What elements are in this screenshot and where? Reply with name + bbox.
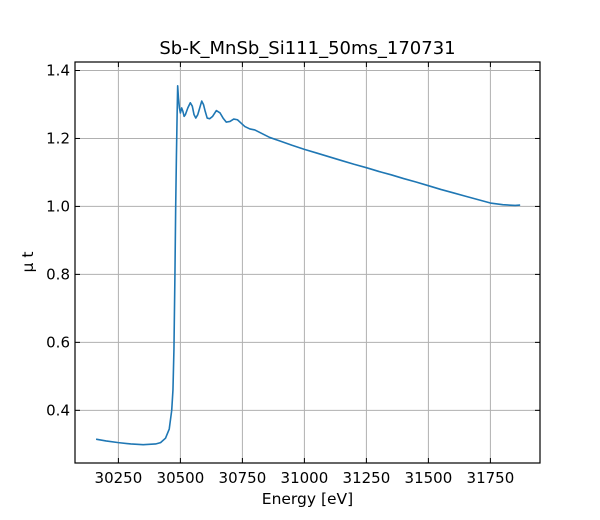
x-axis-label: Energy [eV] — [262, 490, 353, 508]
plot-frame — [74, 61, 541, 464]
y-tick-label: 1.0 — [46, 197, 70, 215]
x-tick-label: 31250 — [343, 469, 391, 487]
y-tick-label: 0.6 — [46, 333, 70, 351]
x-tick-label: 31500 — [405, 469, 453, 487]
grid-layer — [75, 62, 540, 463]
y-tick-label: 0.4 — [46, 401, 70, 419]
y-tick-label: 0.8 — [46, 265, 70, 283]
y-tick-label: 1.2 — [46, 129, 70, 147]
y-tick-label: 1.4 — [46, 61, 70, 79]
tick-layer: 30250 30500 30750 31000 31250 31500 31750 0.4 0.… — [46, 61, 540, 487]
x-tick-label: 30500 — [157, 469, 205, 487]
x-tick-label: 31000 — [281, 469, 329, 487]
series-layer — [95, 84, 521, 446]
x-tick-label: 31750 — [467, 469, 515, 487]
series-line — [95, 84, 521, 446]
x-tick-label: 30250 — [95, 469, 143, 487]
y-axis-label: μ t — [19, 252, 37, 273]
chart-title: Sb-K_MnSb_Si111_50ms_170731 — [159, 38, 455, 59]
x-tick-label: 30750 — [219, 469, 267, 487]
